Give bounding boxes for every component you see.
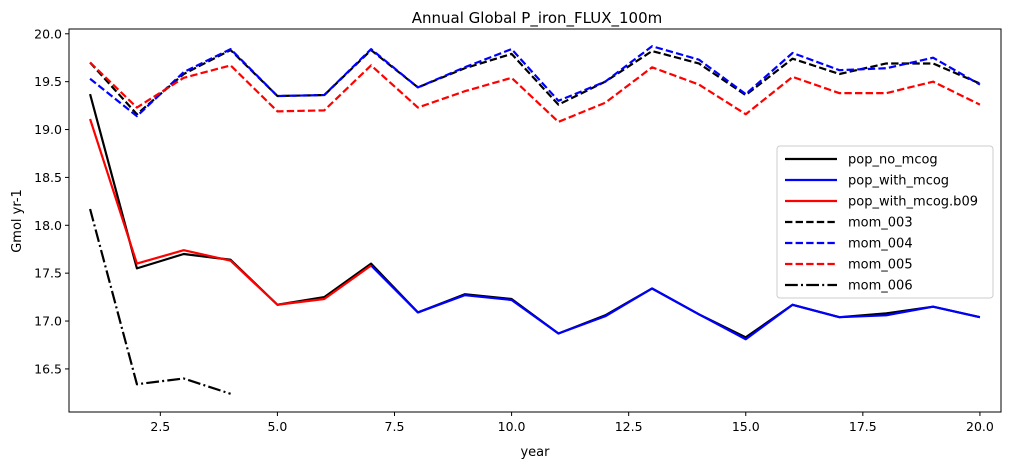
- x-tick-label: 5.0: [267, 419, 287, 434]
- y-tick-label: 19.5: [34, 74, 62, 89]
- series-line-mom-003: [89, 48, 981, 116]
- legend-label: mom_003: [848, 216, 913, 231]
- y-tick-label: 18.0: [34, 218, 62, 233]
- x-tick-label: 12.5: [615, 419, 643, 434]
- legend-item: pop_no_mcog: [785, 153, 938, 168]
- x-tick-label: 10.0: [498, 419, 526, 434]
- x-tick-label: 2.5: [150, 419, 170, 434]
- y-tick-label: 19.0: [34, 122, 62, 137]
- x-tick-label: 17.5: [849, 419, 877, 434]
- y-axis: 16.5 17.0 17.5 18.0 18.5 19.0 19.5 20.0: [34, 26, 69, 376]
- series-line-mom-006: [89, 208, 231, 395]
- y-tick-label: 18.5: [34, 170, 62, 185]
- series-layer: [89, 45, 981, 395]
- series-line-pop-with-mcog: [370, 264, 981, 341]
- legend-item: mom_003: [785, 216, 913, 231]
- y-tick-label: 16.5: [34, 361, 62, 376]
- legend-item: mom_006: [785, 279, 913, 294]
- legend-box: [776, 145, 994, 299]
- legend-label: pop_with_mcog.b09: [848, 195, 978, 210]
- legend-item: mom_004: [785, 237, 913, 252]
- legend-label: pop_with_mcog: [848, 174, 949, 189]
- legend-label: mom_005: [848, 258, 913, 273]
- legend-item: mom_005: [785, 258, 913, 273]
- legend-item: pop_with_mcog: [785, 174, 949, 189]
- plot-frame: [68, 28, 1002, 413]
- y-tick-label: 20.0: [34, 26, 62, 41]
- y-tick-label: 17.0: [34, 314, 62, 329]
- x-tick-label: 20.0: [966, 419, 994, 434]
- legend-item: pop_with_mcog.b09: [785, 195, 978, 210]
- legend-label: pop_no_mcog: [848, 153, 938, 168]
- x-tick-label: 7.5: [385, 419, 405, 434]
- chart-title: Annual Global P_iron_FLUX_100m: [412, 9, 663, 28]
- legend-label: mom_006: [848, 279, 913, 294]
- series-line-mom-005: [89, 61, 981, 123]
- x-tick-label: 15.0: [732, 419, 760, 434]
- x-axis: 2.5 5.0 7.5 10.0 12.5 15.0 17.5 20.0: [150, 412, 994, 434]
- legend-label: mom_004: [848, 237, 913, 252]
- x-axis-title: year: [520, 445, 550, 460]
- legend: pop_no_mcog pop_with_mcog pop_with_mcog.b0…: [776, 145, 994, 299]
- series-line-mom-004: [89, 45, 981, 118]
- y-axis-title: Gmol yr-1: [10, 189, 25, 253]
- series-line-pop-with-mcog-b09: [89, 118, 372, 306]
- y-tick-label: 17.5: [34, 266, 62, 281]
